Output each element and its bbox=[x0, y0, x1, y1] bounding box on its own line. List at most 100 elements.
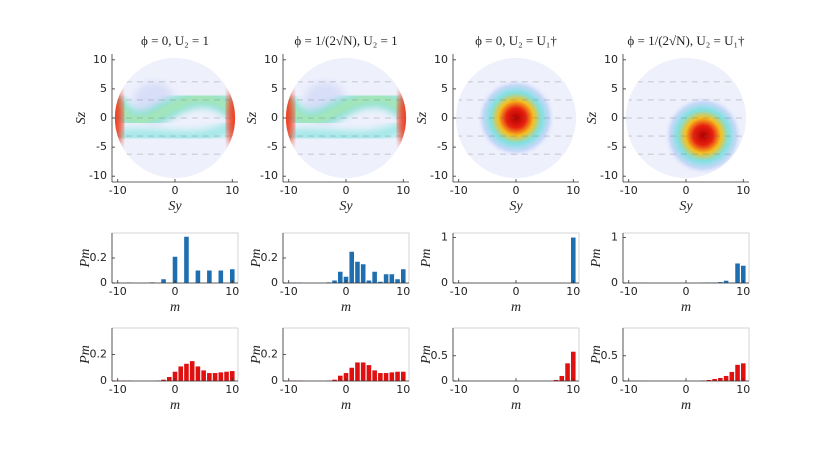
bar bbox=[166, 377, 172, 381]
bar bbox=[740, 265, 746, 283]
x-axis-label: m bbox=[681, 398, 691, 413]
x-tick-label: 0 bbox=[172, 184, 179, 197]
bar bbox=[201, 370, 206, 381]
y-tick-label: 0 bbox=[611, 276, 618, 289]
bar bbox=[389, 274, 395, 283]
blob bbox=[664, 96, 743, 175]
bar bbox=[395, 371, 400, 381]
edge-hot bbox=[227, 87, 236, 149]
y-axis-label: Pm bbox=[78, 345, 93, 365]
x-tick-label: 0 bbox=[683, 285, 690, 298]
bar bbox=[718, 377, 723, 381]
y-tick-label: 0.5 bbox=[601, 349, 619, 362]
bar bbox=[212, 373, 218, 381]
y-tick-label: 0 bbox=[441, 374, 448, 387]
bar bbox=[553, 379, 559, 381]
sphere bbox=[625, 57, 747, 179]
x-tick-label: 0 bbox=[172, 285, 179, 298]
y-axis-label: Sz bbox=[245, 111, 260, 124]
y-tick-label: 10 bbox=[93, 53, 107, 66]
bar bbox=[723, 280, 729, 283]
bar bbox=[349, 367, 355, 381]
bar bbox=[207, 373, 212, 381]
bar bbox=[570, 351, 576, 381]
x-tick-label: 0 bbox=[513, 383, 520, 396]
bar bbox=[565, 363, 570, 381]
y-axis-label: Pm bbox=[589, 345, 604, 365]
x-tick-label: 0 bbox=[172, 383, 179, 396]
bar bbox=[383, 373, 389, 381]
y-axis-label: Pm bbox=[249, 249, 264, 269]
y-tick-label: -10 bbox=[600, 169, 618, 182]
bar bbox=[729, 371, 735, 381]
bar bbox=[378, 281, 383, 283]
bar bbox=[229, 269, 235, 283]
bar bbox=[218, 372, 224, 381]
bar bbox=[355, 362, 360, 381]
y-tick-label: 0 bbox=[611, 374, 618, 387]
x-tick-label: -10 bbox=[280, 285, 298, 298]
bar bbox=[355, 261, 360, 283]
y-tick-label: 5 bbox=[271, 82, 278, 95]
y-tick-label: -5 bbox=[96, 140, 107, 153]
y-axis-label: Pm bbox=[419, 249, 434, 269]
x-axis-label: m bbox=[511, 300, 521, 315]
bar bbox=[360, 264, 366, 283]
y-tick-label: 5 bbox=[441, 82, 448, 95]
x-tick-label: 10 bbox=[566, 184, 580, 197]
bar bbox=[337, 375, 343, 381]
bar bbox=[224, 371, 229, 381]
x-axis-label: Sy bbox=[679, 199, 693, 214]
bar bbox=[189, 361, 195, 381]
bar bbox=[172, 371, 178, 381]
bar bbox=[161, 279, 166, 283]
bar bbox=[389, 372, 395, 381]
bar bbox=[718, 282, 723, 283]
x-tick-label: -10 bbox=[620, 285, 638, 298]
axes-box bbox=[622, 232, 750, 284]
y-axis-label: Sz bbox=[585, 111, 600, 124]
x-tick-label: 0 bbox=[343, 285, 350, 298]
x-tick-label: -10 bbox=[109, 184, 127, 197]
bar bbox=[184, 363, 189, 381]
x-tick-label: 10 bbox=[736, 383, 750, 396]
y-tick-label: -10 bbox=[430, 169, 448, 182]
bar bbox=[360, 362, 366, 381]
bar bbox=[229, 371, 235, 381]
y-axis-label: Pm bbox=[78, 249, 93, 269]
bar bbox=[195, 366, 201, 381]
x-tick-label: 0 bbox=[513, 184, 520, 197]
y-tick-label: 0 bbox=[271, 374, 278, 387]
y-axis-label: Sz bbox=[74, 111, 89, 124]
bar bbox=[723, 375, 729, 381]
bar bbox=[207, 270, 212, 283]
x-tick-label: 10 bbox=[225, 184, 239, 197]
bar bbox=[740, 363, 746, 381]
x-tick-label: 10 bbox=[225, 285, 239, 298]
y-tick-label: 1 bbox=[611, 231, 618, 244]
y-tick-label: 0.2 bbox=[261, 251, 279, 264]
x-tick-label: 10 bbox=[396, 383, 410, 396]
bar bbox=[400, 269, 406, 283]
x-tick-label: 0 bbox=[683, 184, 690, 197]
bar bbox=[178, 366, 184, 381]
band bbox=[285, 118, 407, 143]
x-axis-label: m bbox=[511, 398, 521, 413]
y-tick-label: 0 bbox=[271, 111, 278, 124]
x-tick-label: -10 bbox=[280, 184, 298, 197]
bar bbox=[161, 379, 166, 381]
bar bbox=[195, 270, 201, 283]
x-tick-label: 10 bbox=[225, 383, 239, 396]
x-axis-label: m bbox=[341, 398, 351, 413]
bar bbox=[337, 271, 343, 283]
y-tick-label: 0.2 bbox=[90, 348, 108, 361]
y-tick-label: 0 bbox=[441, 111, 448, 124]
bar bbox=[372, 370, 377, 381]
y-tick-label: 0 bbox=[611, 111, 618, 124]
bar bbox=[366, 280, 372, 283]
y-axis-label: Pm bbox=[249, 345, 264, 365]
bar bbox=[712, 378, 717, 381]
bar bbox=[570, 237, 576, 283]
band bbox=[114, 118, 236, 143]
y-tick-label: 10 bbox=[604, 53, 618, 66]
